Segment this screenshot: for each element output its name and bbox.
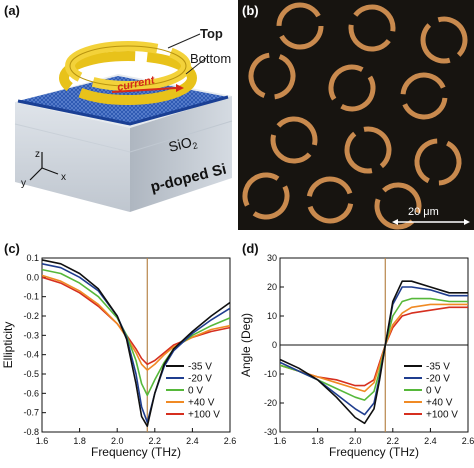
- angle-chart: 1.6 1.8 2.0 2.2 2.4 2.6 30 20 10 0 -10 -20 -30 -35 V-…: [239, 253, 474, 459]
- legend-label: +40 V: [188, 398, 215, 409]
- substrate-side: [130, 96, 232, 212]
- ring-resonator: [348, 4, 396, 52]
- ring-resonator: [414, 138, 462, 186]
- bottom-ring: [59, 51, 197, 105]
- x-tick-label: 1.8: [73, 436, 86, 446]
- x-tick-label: 2.6: [462, 436, 474, 446]
- bottom-label: Bottom: [190, 51, 231, 66]
- x-tick-label: 2.2: [149, 436, 162, 446]
- x-tick-label: 2.0: [111, 436, 124, 446]
- schematic-panel: (a) T: [0, 0, 236, 230]
- angle-panel: (d) 1.6 1.8 2.0 2.2 2.4 2.6 30 20 10 0 -10 -20 -30 -3…: [238, 238, 474, 463]
- y-tick-label: 20: [267, 282, 277, 292]
- y-tick-label: 10: [267, 311, 277, 321]
- y-tick-label: -10: [264, 369, 277, 379]
- x-tick-label: 1.6: [36, 436, 49, 446]
- x-tick-label: 2.6: [224, 436, 236, 446]
- ring-resonator: [344, 126, 392, 174]
- ring-resonator: [248, 52, 296, 100]
- x-tick-label: 2.0: [349, 436, 362, 446]
- x-tick-label: 2.4: [424, 436, 437, 446]
- legend-label: 0 V: [426, 386, 441, 397]
- micrograph-panel: 20 μm (b): [238, 0, 474, 230]
- current-arrow: [111, 87, 177, 93]
- series-line: [280, 280, 468, 425]
- y-tick-label: 0: [272, 340, 277, 350]
- y-tick-label: -0.1: [23, 292, 39, 302]
- legend-label: -35 V: [426, 362, 450, 373]
- y-tick-label: -0.4: [23, 350, 39, 360]
- y-tick-label: -0.3: [23, 330, 39, 340]
- legend-label: -20 V: [188, 374, 212, 385]
- y-tick-label: -0.2: [23, 311, 39, 321]
- axis-y-label: y: [21, 178, 26, 189]
- legend-label: +40 V: [426, 398, 453, 409]
- legend-label: +100 V: [426, 410, 458, 421]
- legend-label: -35 V: [188, 362, 212, 373]
- ellipticity-chart: 1.6 1.8 2.0 2.2 2.4 2.6 0.1 0.0 -0.1 -0.2 -0.3 -0.4…: [1, 253, 236, 459]
- scale-bar-label: 20 μm: [408, 206, 439, 218]
- x-axis-label: Frequency (THz): [329, 445, 419, 459]
- panel-label-d: (d): [242, 241, 259, 256]
- series-line: [280, 303, 468, 393]
- panel-label-b: (b): [242, 3, 259, 18]
- legend-label: 0 V: [188, 386, 203, 397]
- x-tick-label: 2.2: [387, 436, 400, 446]
- ring-resonator: [306, 176, 354, 224]
- legend-label: -20 V: [426, 374, 450, 385]
- panel-label-c: (c): [4, 241, 20, 256]
- x-tick-label: 1.8: [311, 436, 324, 446]
- y-tick-label: -0.7: [23, 408, 39, 418]
- y-tick-label: -0.6: [23, 388, 39, 398]
- device-schematic: Top Bottom current SiO2 p-doped Si z x y: [14, 26, 233, 212]
- x-axis-label: Frequency (THz): [91, 445, 181, 459]
- y-tick-label: -20: [264, 398, 277, 408]
- axes-icon: [29, 152, 59, 181]
- ring-resonator: [242, 172, 290, 220]
- sio2-label: SiO2: [167, 133, 199, 157]
- ring-resonator: [276, 2, 324, 50]
- series-line: [42, 263, 230, 424]
- ring-resonator: [420, 16, 468, 64]
- y-tick-label: -0.5: [23, 369, 39, 379]
- ellipticity-panel: (c) 1.6 1.8 2.0 2.2 2.4 2.6 0.1 0.0 -0.1 -0.2 -0.3…: [0, 238, 236, 463]
- y-tick-label: 0.1: [26, 253, 39, 263]
- micrograph-image: 20 μm: [242, 2, 470, 230]
- panel-label-a: (a): [4, 3, 20, 18]
- axis-z-label: z: [35, 149, 40, 160]
- legend-label: +100 V: [188, 410, 220, 421]
- axis-x-label: x: [61, 172, 66, 183]
- ring-resonator: [270, 116, 318, 164]
- x-tick-label: 2.4: [186, 436, 199, 446]
- y-tick-label: -0.8: [23, 427, 39, 437]
- ring-resonator: [328, 64, 376, 112]
- y-tick-label: -30: [264, 427, 277, 437]
- y-axis-label: Angle (Deg): [239, 313, 253, 377]
- y-tick-label: 0.0: [26, 272, 39, 282]
- top-label: Top: [200, 26, 223, 41]
- x-tick-label: 1.6: [274, 436, 287, 446]
- y-axis-label: Ellipticity: [1, 322, 15, 369]
- ring-resonator: [400, 72, 448, 120]
- y-tick-label: 30: [267, 253, 277, 263]
- substrate-front: [15, 102, 130, 212]
- series-line: [280, 297, 468, 401]
- plot-frame: [41, 257, 231, 433]
- series-line: [42, 259, 230, 427]
